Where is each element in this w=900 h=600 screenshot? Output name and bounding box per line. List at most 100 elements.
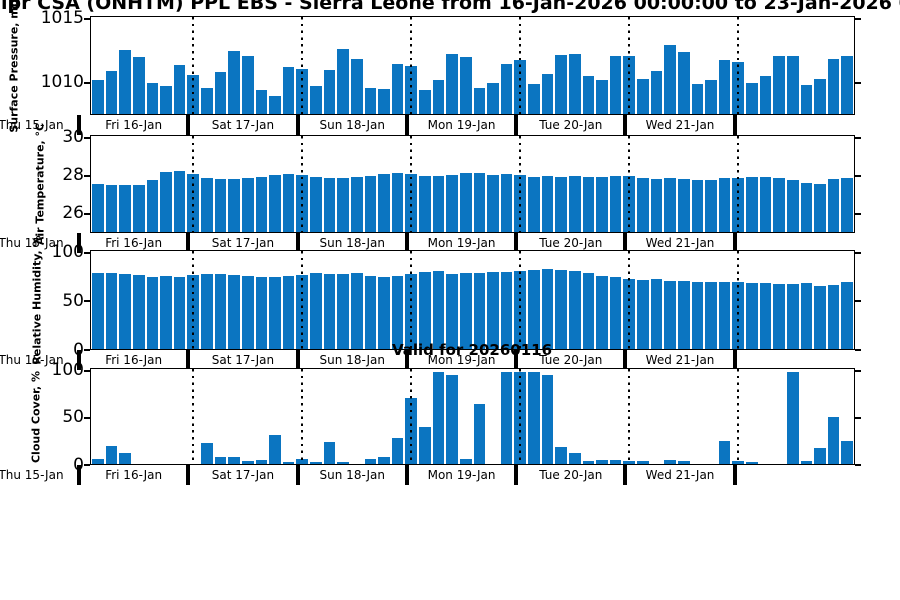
bar xyxy=(637,279,649,349)
bar xyxy=(705,179,717,232)
day-boundary-tick xyxy=(623,115,628,135)
day-boundary-tick xyxy=(623,465,628,485)
bar xyxy=(241,177,254,232)
bar xyxy=(596,275,608,349)
day-boundary-tick xyxy=(514,350,519,370)
bar xyxy=(746,462,758,464)
xtick-label-day: Fri 16-Jan xyxy=(105,353,163,367)
bar xyxy=(650,71,663,114)
bar xyxy=(773,177,785,232)
bars-container xyxy=(91,136,854,232)
bar xyxy=(705,80,717,114)
bar xyxy=(391,63,404,114)
bar xyxy=(500,371,513,464)
bar xyxy=(364,275,377,349)
day-boundary-tick xyxy=(732,350,737,370)
bar xyxy=(310,462,322,464)
bar xyxy=(637,78,649,114)
bar xyxy=(814,78,826,114)
bar xyxy=(528,371,540,464)
xtick-label-day: Fri 16-Jan xyxy=(105,236,163,250)
bar xyxy=(337,273,349,349)
day-boundary-gridline xyxy=(192,369,195,464)
xtick-label-day: Sun 18-Jan xyxy=(319,118,385,132)
xtick-label-day: Sun 18-Jan xyxy=(319,236,385,250)
bar xyxy=(841,282,853,349)
xtick-label-day: Tue 20-Jan xyxy=(539,236,603,250)
bar xyxy=(201,177,213,232)
ytick-right xyxy=(855,416,861,419)
bar xyxy=(282,275,295,349)
bar xyxy=(350,177,363,232)
xtick-label-day: Sun 18-Jan xyxy=(319,353,385,367)
ytick-label: 1015 xyxy=(40,8,84,29)
ytick-label: 100 xyxy=(51,242,84,263)
xtick-label-day: Mon 19-Jan xyxy=(427,468,496,482)
bar xyxy=(228,51,240,114)
bar xyxy=(841,177,853,232)
day-boundary-gridline xyxy=(519,136,522,232)
bar xyxy=(650,178,663,232)
bar xyxy=(568,176,581,232)
bar xyxy=(473,87,486,114)
bar xyxy=(582,272,595,349)
bar xyxy=(364,459,377,464)
ytick-left xyxy=(84,136,90,139)
day-boundary-tick xyxy=(623,350,628,370)
bar xyxy=(773,284,785,349)
bar xyxy=(786,371,799,464)
bar xyxy=(596,460,608,464)
bar xyxy=(160,275,172,349)
bar xyxy=(677,281,690,349)
day-boundary-gridline xyxy=(737,251,740,349)
bar xyxy=(446,375,458,464)
bar xyxy=(473,404,486,464)
day-boundary-gridline xyxy=(410,251,413,349)
day-boundary-gridline xyxy=(410,369,413,464)
bar xyxy=(391,173,404,232)
bar xyxy=(814,448,826,464)
chart-title: ipr CSA (ONHTM) PPL EBS - Sierra Leone f… xyxy=(1,0,900,14)
bar xyxy=(609,56,622,114)
bar xyxy=(119,49,131,114)
bar xyxy=(786,284,799,349)
bar xyxy=(786,179,799,232)
bar xyxy=(92,459,104,464)
ytick-left xyxy=(84,251,90,254)
bar xyxy=(310,272,322,349)
xtick-label-day: Wed 21-Jan xyxy=(645,468,715,482)
bar xyxy=(786,56,799,114)
bar xyxy=(228,178,240,232)
bar xyxy=(746,283,758,349)
day-boundary-gridline xyxy=(628,136,631,232)
bar xyxy=(541,374,554,464)
y-axis-title: Air Temperature, °C xyxy=(33,122,47,246)
ytick-label: 50 xyxy=(62,290,84,311)
ytick-label: 0 xyxy=(73,454,84,475)
bar xyxy=(800,461,813,464)
bar xyxy=(350,272,363,349)
bar xyxy=(92,272,104,349)
bar xyxy=(677,461,690,464)
bar xyxy=(555,447,567,464)
bar xyxy=(201,273,213,349)
ytick-label: 1010 xyxy=(40,72,84,93)
bar xyxy=(132,57,145,114)
bar xyxy=(609,176,622,232)
day-boundary-gridline xyxy=(192,251,195,349)
bar xyxy=(214,178,227,232)
xtick-label-day: Tue 20-Jan xyxy=(539,468,603,482)
bar xyxy=(146,179,159,232)
ytick-right xyxy=(855,81,861,84)
day-boundary-tick xyxy=(514,465,519,485)
bar xyxy=(255,90,268,114)
bar xyxy=(310,86,322,114)
xtick-label-day: Mon 19-Jan xyxy=(427,236,496,250)
bar xyxy=(500,271,513,349)
valid-for-annotation: Valid for 20260116 xyxy=(391,341,553,359)
bar xyxy=(92,80,104,114)
bar xyxy=(528,270,540,349)
bar xyxy=(146,276,159,349)
day-boundary-tick xyxy=(623,233,628,253)
ytick-left xyxy=(84,369,90,372)
